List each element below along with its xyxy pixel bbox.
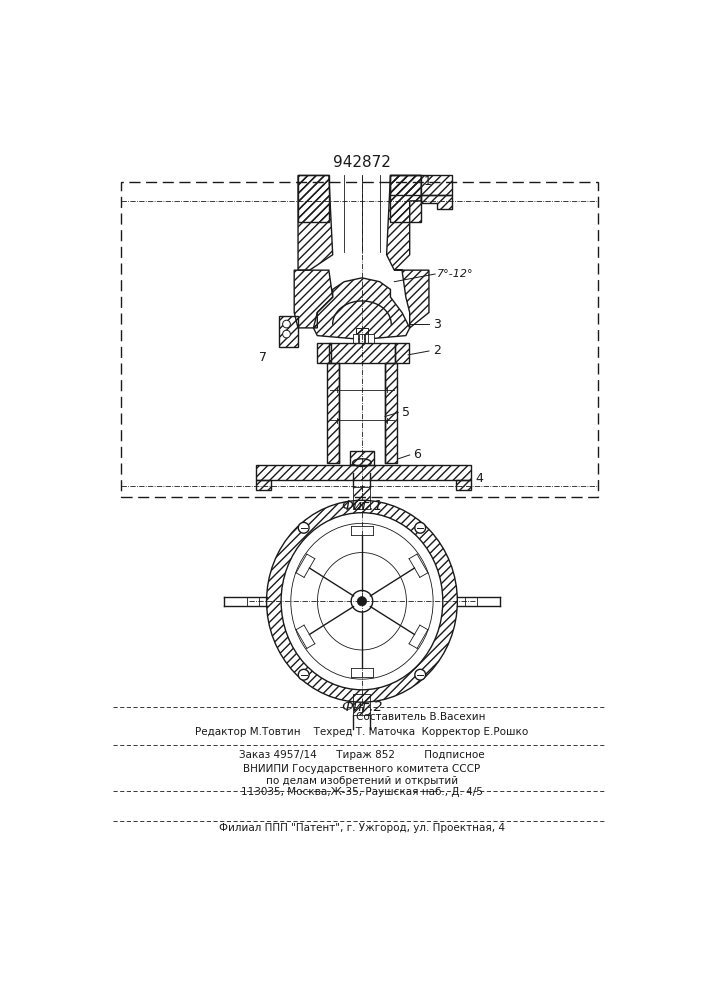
- Text: 7°-12°: 7°-12°: [437, 269, 473, 279]
- Bar: [365, 334, 370, 343]
- Text: Заказ 4957/14      Тираж 852         Подписное: Заказ 4957/14 Тираж 852 Подписное: [239, 750, 485, 760]
- Text: Редактор М.Товтин    Техред Т. Маточка  Корректор Е.Рошко: Редактор М.Товтин Техред Т. Маточка Корр…: [195, 727, 529, 737]
- Circle shape: [298, 669, 309, 680]
- Text: 942872: 942872: [333, 155, 391, 170]
- Text: 7: 7: [259, 351, 267, 364]
- Text: 4: 4: [475, 472, 483, 485]
- Text: 6: 6: [414, 448, 421, 461]
- Circle shape: [283, 320, 291, 328]
- Bar: [353, 334, 358, 343]
- Text: Составитель В.Васехин: Составитель В.Васехин: [356, 712, 486, 722]
- Text: Филиал ППП "Патент", г. Ужгород, ул. Проектная, 4: Филиал ППП "Патент", г. Ужгород, ул. Про…: [219, 823, 505, 833]
- Text: 3: 3: [433, 318, 440, 331]
- Text: по делам изобретений и открытий: по делам изобретений и открытий: [266, 776, 458, 786]
- Bar: [121, 182, 598, 497]
- Ellipse shape: [281, 513, 443, 690]
- Circle shape: [298, 522, 309, 533]
- Circle shape: [351, 590, 373, 612]
- Text: 2: 2: [433, 344, 440, 358]
- Text: 5: 5: [402, 406, 410, 419]
- Text: 1: 1: [423, 175, 431, 188]
- Text: ВНИИПИ Государственного комитета СССР: ВНИИПИ Государственного комитета СССР: [243, 764, 481, 774]
- Text: 113035, Москва,Ж-35, Раушская наб., Д. 4/5: 113035, Москва,Ж-35, Раушская наб., Д. 4…: [241, 787, 483, 797]
- Text: Фиг.2: Фиг.2: [341, 700, 382, 714]
- Circle shape: [357, 597, 366, 606]
- Text: Фиг.1: Фиг.1: [341, 499, 382, 513]
- Bar: [359, 334, 364, 343]
- Bar: [368, 334, 373, 343]
- Circle shape: [415, 522, 426, 533]
- Circle shape: [283, 330, 291, 338]
- Circle shape: [415, 669, 426, 680]
